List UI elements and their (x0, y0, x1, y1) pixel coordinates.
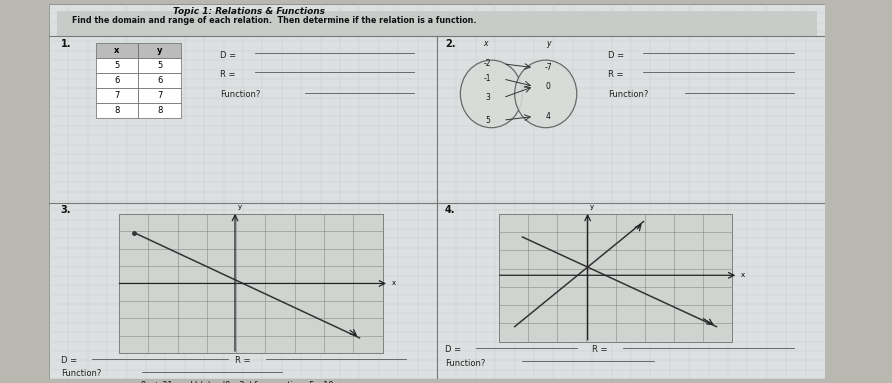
Text: D =: D = (607, 51, 624, 60)
Text: y: y (157, 46, 162, 55)
Text: 3: 3 (485, 93, 490, 102)
Bar (138, 103, 181, 118)
Text: 3.: 3. (61, 205, 71, 214)
Text: x: x (741, 272, 746, 278)
Text: 6: 6 (157, 76, 162, 85)
Text: 5: 5 (114, 61, 120, 70)
Text: 5: 5 (485, 116, 490, 125)
Text: 1.: 1. (61, 39, 71, 49)
Text: R =: R = (219, 70, 235, 79)
Circle shape (0, 309, 44, 330)
Bar (95, 73, 138, 88)
Text: Function?: Function? (61, 369, 101, 378)
Text: Find the domain and range of each relation.  Then determine if the relation is a: Find the domain and range of each relati… (72, 16, 477, 25)
Text: -2: -2 (483, 59, 491, 69)
Text: D =: D = (61, 356, 77, 365)
Bar (138, 58, 181, 73)
Text: D =: D = (219, 51, 235, 60)
Bar (500, 214, 732, 342)
Bar (95, 88, 138, 103)
Text: y: y (546, 39, 550, 49)
Text: R =: R = (607, 70, 624, 79)
Bar (95, 43, 138, 58)
Text: R =: R = (592, 345, 607, 354)
Text: 8: 8 (157, 106, 162, 115)
Ellipse shape (460, 60, 523, 128)
Text: -7: -7 (544, 63, 552, 72)
Text: D =: D = (445, 345, 461, 354)
Bar (95, 103, 138, 118)
Text: x: x (392, 280, 396, 286)
Ellipse shape (515, 60, 577, 128)
Text: 0: 0 (546, 82, 550, 91)
Text: 2.: 2. (445, 39, 455, 49)
Text: Topic 1: Relations & Functions: Topic 1: Relations & Functions (173, 7, 326, 16)
Bar (95, 58, 138, 73)
Text: Function?: Function? (445, 358, 485, 368)
Text: 4: 4 (546, 112, 550, 121)
Text: 8x + 21, and h(x) = |9 – 3x| for questions 5 – 10.: 8x + 21, and h(x) = |9 – 3x| for questio… (127, 381, 335, 383)
Bar (138, 73, 181, 88)
Text: 5: 5 (157, 61, 162, 70)
Text: x: x (483, 39, 488, 49)
Text: 6: 6 (114, 76, 120, 85)
Text: x: x (114, 46, 120, 55)
Text: 7: 7 (114, 91, 120, 100)
Text: 8: 8 (114, 106, 120, 115)
Text: 7: 7 (157, 91, 162, 100)
Bar (138, 43, 181, 58)
Bar (138, 88, 181, 103)
Text: Function?: Function? (607, 90, 648, 99)
Text: y: y (590, 204, 594, 210)
Text: -1: -1 (483, 74, 491, 83)
Text: R =: R = (235, 356, 251, 365)
Text: y: y (237, 204, 242, 210)
Bar (119, 214, 383, 353)
Text: Function?: Function? (219, 90, 260, 99)
Text: 4.: 4. (445, 205, 455, 214)
Bar (57, 11, 817, 36)
